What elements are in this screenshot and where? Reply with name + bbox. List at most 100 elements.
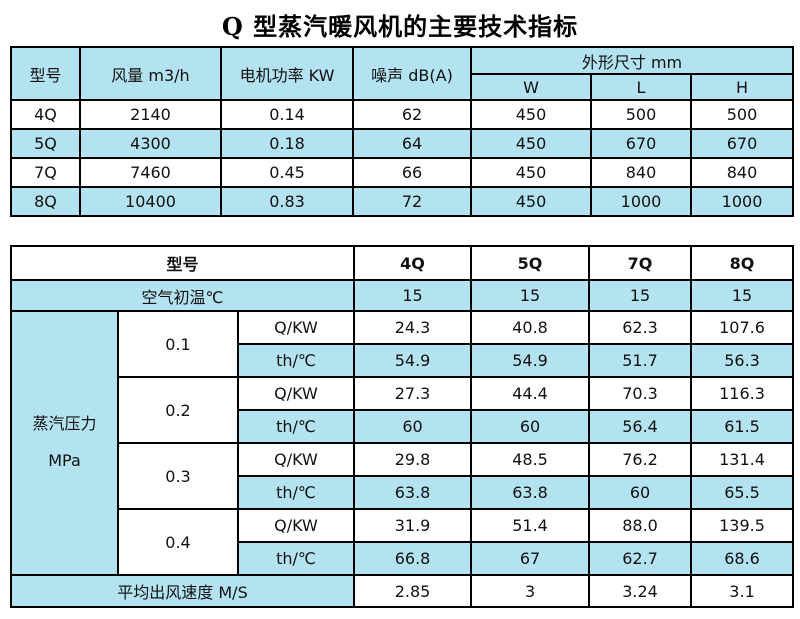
table-cell: 15 xyxy=(588,279,693,312)
t2-pressure-0-2: 0.2 xyxy=(117,376,239,444)
table-cell: 0.18 xyxy=(220,128,354,159)
table-cell: 15 xyxy=(470,279,591,312)
table-cell: 61.5 xyxy=(690,409,795,444)
table-cell: 3.1 xyxy=(690,574,795,608)
table-cell: 44.4 xyxy=(470,376,591,411)
table-cell: 3 xyxy=(470,574,591,608)
table-cell: 60 xyxy=(353,409,473,444)
table-cell: 8Q xyxy=(10,186,81,217)
table-cell: 60 xyxy=(588,475,693,510)
table-cell: 450 xyxy=(470,99,592,130)
spec-table-main: 型号 风量 m3/h 电机功率 KW 噪声 dB(A) 外形尺寸 mm W L … xyxy=(10,46,795,217)
table-cell: 63.8 xyxy=(353,475,473,510)
table-cell: 131.4 xyxy=(690,442,795,477)
t2-header-7q: 7Q xyxy=(588,245,693,281)
table-cell: 450 xyxy=(470,157,592,188)
table-cell: 68.6 xyxy=(690,541,795,576)
t2-header-8q: 8Q xyxy=(690,245,795,281)
table-cell: 0.45 xyxy=(220,157,354,188)
table-cell: 116.3 xyxy=(690,376,795,411)
table-cell: 88.0 xyxy=(588,508,693,543)
t1-header-dimensions: 外形尺寸 mm xyxy=(469,46,795,75)
table-cell: 65.5 xyxy=(690,475,795,510)
t1-header-l: L xyxy=(590,73,692,101)
t1-header-h: H xyxy=(689,73,795,101)
table-cell: 27.3 xyxy=(353,376,473,411)
table-cell: 500 xyxy=(689,99,795,130)
page-title: Q 型蒸汽暖风机的主要技术指标 xyxy=(221,12,579,41)
t2-header-5q: 5Q xyxy=(470,245,591,281)
t1-header-w: W xyxy=(470,73,592,101)
table-cell: 54.9 xyxy=(353,343,473,378)
t2-pressure-label: 蒸汽压力 MPa xyxy=(10,310,119,576)
table-cell: 1000 xyxy=(590,186,692,217)
table-cell: 15 xyxy=(690,279,795,312)
table-cell: 450 xyxy=(470,186,592,217)
table-cell: 29.8 xyxy=(353,442,473,477)
spec-table-performance: 型号 4Q 5Q 7Q 8Q 空气初温℃ 15 15 15 15 蒸汽压力 MP… xyxy=(9,245,795,608)
table-cell: 139.5 xyxy=(690,508,795,543)
table-cell: 0.83 xyxy=(220,186,354,217)
t1-header-noise: 噪声 dB(A) xyxy=(352,46,472,101)
table-cell: 51.7 xyxy=(588,343,693,378)
table-cell: 15 xyxy=(353,279,473,312)
t1-row-7q: 7Q 7460 0.45 66 450 840 840 xyxy=(10,157,795,188)
table-cell: 5Q xyxy=(10,128,81,159)
table-cell: 67 xyxy=(470,541,591,576)
table-cell: 63.8 xyxy=(470,475,591,510)
table-cell: 62.7 xyxy=(588,541,693,576)
table-cell: 24.3 xyxy=(353,310,473,345)
t1-row-4q: 4Q 2140 0.14 62 450 500 500 xyxy=(10,99,795,130)
table-cell: 51.4 xyxy=(470,508,591,543)
table-cell: 54.9 xyxy=(470,343,591,378)
table-cell: 48.5 xyxy=(470,442,591,477)
t2-q-label: Q/KW xyxy=(236,310,356,345)
t2-air-temp-label: 空气初温℃ xyxy=(9,279,356,312)
t2-th-label: th/℃ xyxy=(236,475,356,510)
table-cell: 4Q xyxy=(10,99,81,130)
table-cell: 450 xyxy=(470,128,592,159)
t1-header-airflow: 风量 m3/h xyxy=(79,46,222,101)
table-cell: 56.3 xyxy=(690,343,795,378)
table-cell: 10400 xyxy=(79,186,222,217)
table-cell: 40.8 xyxy=(470,310,591,345)
table-cell: 670 xyxy=(590,128,692,159)
t1-row-5q: 5Q 4300 0.18 64 450 670 670 xyxy=(10,128,795,159)
table-cell: 7Q xyxy=(10,157,81,188)
t2-pressure-0-4: 0.4 xyxy=(117,508,239,576)
table-cell: 60 xyxy=(470,409,591,444)
table-cell: 64 xyxy=(352,128,472,159)
pressure-label-line2: MPa xyxy=(48,451,81,470)
t2-header-model: 型号 xyxy=(9,245,356,281)
table-cell: 3.24 xyxy=(588,574,693,608)
table-cell: 4300 xyxy=(79,128,222,159)
t2-q-label: Q/KW xyxy=(236,442,356,477)
table-cell: 66.8 xyxy=(353,541,473,576)
t2-q-label: Q/KW xyxy=(236,376,356,411)
table-cell: 840 xyxy=(689,157,795,188)
table-cell: 1000 xyxy=(689,186,795,217)
table-cell: 7460 xyxy=(79,157,222,188)
table-cell: 62.3 xyxy=(588,310,693,345)
table-cell: 670 xyxy=(689,128,795,159)
t2-th-label: th/℃ xyxy=(236,541,356,576)
table-cell: 70.3 xyxy=(588,376,693,411)
t2-header-4q: 4Q xyxy=(353,245,473,281)
t2-th-label: th/℃ xyxy=(236,343,356,378)
table-cell: 107.6 xyxy=(690,310,795,345)
table-cell: 31.9 xyxy=(353,508,473,543)
t2-pressure-0-3: 0.3 xyxy=(117,442,239,510)
table-cell: 72 xyxy=(352,186,472,217)
table-cell: 500 xyxy=(590,99,692,130)
t1-header-model: 型号 xyxy=(10,46,81,101)
table-cell: 76.2 xyxy=(588,442,693,477)
table-cell: 840 xyxy=(590,157,692,188)
t2-pressure-0-1: 0.1 xyxy=(117,310,239,378)
table-cell: 66 xyxy=(352,157,472,188)
t2-avg-speed-label: 平均出风速度 M/S xyxy=(9,574,356,608)
pressure-label-line1: 蒸汽压力 xyxy=(32,414,97,434)
table-cell: 2140 xyxy=(79,99,222,130)
table-cell: 0.14 xyxy=(220,99,354,130)
table-cell: 56.4 xyxy=(588,409,693,444)
table-cell: 62 xyxy=(352,99,472,130)
